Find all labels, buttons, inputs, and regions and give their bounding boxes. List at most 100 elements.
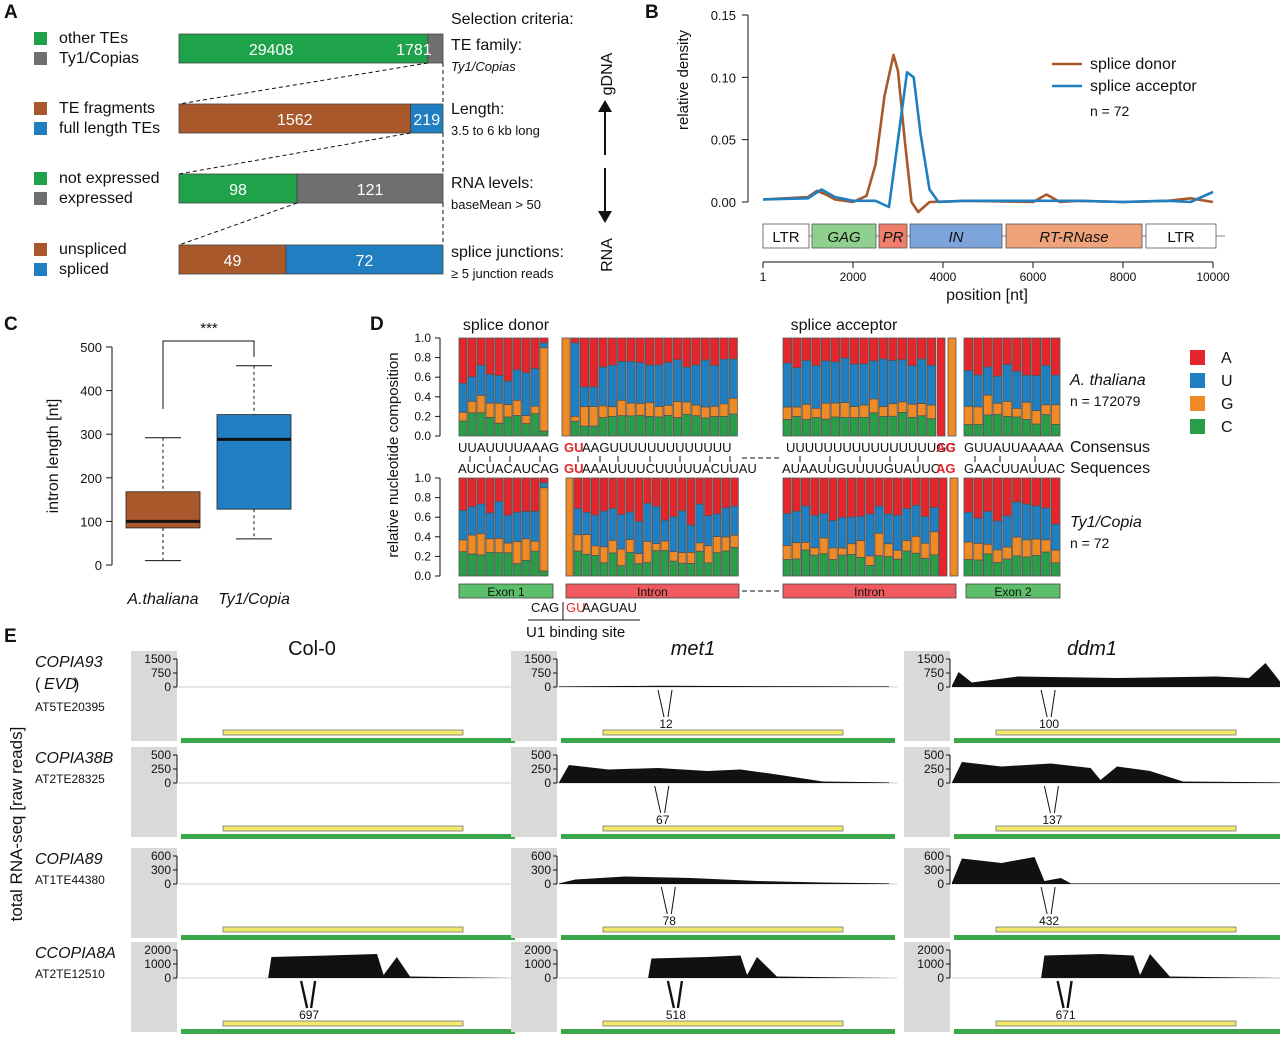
criteria-value: Ty1/Copias [451,59,516,74]
te-name: COPIA93 [35,654,103,671]
composition-bar-segment [521,337,531,374]
axis-panel [511,651,557,741]
coverage-y-tick-label: 2000 [917,943,944,957]
composition-bar-segment [983,366,993,396]
composition-bar-segment [1041,507,1051,541]
composition-bar-segment [635,414,645,437]
composition-bar-segment [678,477,687,512]
composition-bar-segment [521,415,531,425]
composition-bar-segment [476,337,486,366]
composition-bar-segment [530,550,540,577]
te-gene-bar [561,935,895,940]
composition-bar-segment [1050,337,1061,376]
legend-label: not expressed [59,170,160,187]
domain-label: PR [883,229,904,246]
composition-bar-segment [819,477,829,515]
composition-bar-segment [1021,503,1032,541]
x-axis-title: position [nt] [946,287,1028,304]
composition-bar-segment [512,415,522,437]
composition-bar-segment [810,547,820,556]
composition-bar-segment [710,405,720,418]
dashed-connector [178,62,429,105]
composition-bar-segment [458,510,468,541]
composition-bar-segment [983,394,993,416]
coverage-y-tick-label: 250 [151,762,171,776]
criteria-name: TE family: [451,37,522,54]
legend-swatch [1190,419,1205,434]
composition-bar-segment [728,337,738,360]
te-annotation-bar [602,926,844,933]
composition-bar-segment [521,538,531,561]
composition-bar-segment [888,360,898,405]
te-gene-bar [954,834,1280,839]
bar-value-label: 49 [224,253,242,270]
composition-bar-segment [859,404,869,418]
composition-bar-segment [728,397,738,415]
bar-segment [178,103,411,134]
te-annotation-bar [995,926,1237,933]
y-tick-label: 0.2 [414,549,431,563]
composition-bar-segment [503,552,513,577]
composition-bar-segment [1002,515,1012,548]
composition-bar-segment [902,508,912,542]
consensus-top: GUUAUUAAAAA [964,440,1064,455]
composition-bar-segment [973,477,983,519]
composition-bar-segment [625,477,635,513]
composition-bar-segment [678,552,687,564]
subtitle-acceptor: splice acceptor [791,317,898,334]
composition-bar-segment [598,366,608,407]
bar-segment [178,173,298,204]
composition-bar-segment [1050,523,1061,551]
composition-bar-segment [634,521,644,555]
composition-bar-segment [599,562,609,577]
composition-bar-segment [721,477,731,509]
composition-bar-segment [712,536,722,554]
junction-count: 671 [1056,1008,1076,1022]
bar-value-label: 121 [357,182,384,199]
y-tick-label: 0.6 [414,370,431,384]
te-annotation-bar [222,1020,464,1027]
composition-bar-segment [811,407,821,419]
composition-bar-segment [651,550,661,577]
composition-bar-segment [700,406,710,419]
composition-bar-segment [608,508,617,541]
composition-bar-segment [907,417,917,437]
panel-label-b: B [645,2,659,23]
criteria-value: 3.5 to 6 kb long [451,123,540,138]
coverage-y-tick-label: 300 [924,863,944,877]
coverage-y-tick-label: 2000 [524,943,551,957]
composition-bar-segment [539,482,549,489]
composition-bar-segment [1050,562,1061,577]
composition-bar-segment [782,419,793,437]
composition-bar-segment [1041,539,1051,553]
composition-bar-segment [791,510,801,544]
composition-bar-segment [810,554,820,577]
composition-bar-segment [869,398,879,414]
composition-bar-segment [821,418,831,437]
composition-bar-segment [660,540,670,552]
composition-bar-segment [963,477,974,513]
composition-bar-segment [874,477,884,507]
composition-bar-segment [485,402,495,418]
composition-bar-segment [1050,374,1061,406]
coverage-area [179,954,509,978]
composition-bar-segment [458,539,468,553]
composition-bar-segment [840,337,850,359]
composition-bar-segment [963,424,974,437]
composition-bar-segment [911,552,921,577]
legend-swatch [1190,350,1205,365]
te-annotation-bar [222,729,464,736]
composition-bar-segment [476,395,486,414]
x-tick-label: 2000 [840,270,867,284]
u1-sequence-gu: GU [566,600,586,615]
bar-value-label: 72 [356,253,374,270]
composition-bar-segment [530,368,540,407]
coverage-y-tick-label: 300 [531,863,551,877]
composition-bar-segment [782,477,792,514]
composition-bar-segment [782,513,792,546]
composition-bar-segment [458,551,468,577]
composition-bar-segment [539,477,549,484]
panel-label-e: E [4,626,17,647]
junction-count: 100 [1039,717,1059,731]
composition-bar-segment [617,548,626,567]
